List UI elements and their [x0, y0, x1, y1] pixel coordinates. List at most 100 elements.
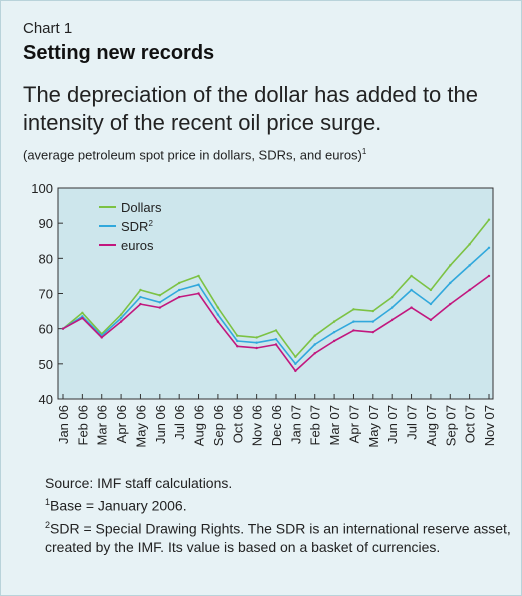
y-tick-label: 90 — [39, 216, 53, 231]
data-point — [236, 334, 239, 337]
footnote-1-mark: 1 — [45, 497, 51, 507]
y-tick-label: 50 — [39, 357, 53, 372]
x-tick-label: Jan 07 — [288, 405, 303, 444]
x-tick-label: May 06 — [133, 405, 148, 448]
x-tick-label: Nov 06 — [250, 405, 265, 446]
data-point — [274, 338, 278, 341]
source-note: Source: IMF staff calculations. — [45, 475, 233, 491]
x-tick-label: Jul 06 — [172, 405, 187, 440]
data-point — [61, 327, 65, 330]
x-tick-label: Apr 06 — [114, 405, 129, 443]
data-point — [158, 294, 162, 297]
data-point — [216, 313, 220, 316]
subtitle-footnote-mark: 1 — [361, 147, 367, 156]
x-tick-label: May 07 — [366, 405, 381, 448]
x-tick-label: Aug 06 — [192, 405, 207, 446]
footnotes: Source: IMF staff calculations. 1Base = … — [23, 474, 513, 557]
data-point — [81, 316, 84, 320]
data-point — [139, 295, 142, 299]
data-point — [390, 318, 394, 322]
data-point — [332, 320, 336, 323]
chart-headline: The depreciation of the dollar has added… — [23, 82, 478, 135]
data-point — [197, 274, 200, 278]
data-point — [468, 264, 471, 267]
data-point — [274, 329, 278, 332]
data-point — [177, 295, 181, 299]
x-tick-label: Aug 07 — [424, 405, 439, 446]
footnote-1-text: Base = January 2006. — [50, 497, 187, 514]
x-tick-label: Jan 06 — [56, 405, 71, 444]
chart-subtitle-text: (average petroleum spot price in dollars… — [23, 147, 362, 163]
y-tick-label: 40 — [39, 392, 53, 407]
data-point — [119, 316, 123, 320]
data-point — [81, 311, 84, 315]
x-tick-label: Jun 07 — [385, 405, 400, 444]
data-point — [390, 306, 394, 309]
data-point — [236, 345, 239, 348]
data-point — [197, 283, 200, 286]
line-chart: 40 50 60 70 80 90 100 Jan 06 Feb 06 Mar 06 Apr 06 M… — [31, 181, 497, 448]
data-point — [313, 352, 316, 355]
data-point — [119, 320, 123, 323]
chart-number: Chart 1 — [23, 20, 73, 37]
x-tick-label: Mar 06 — [95, 405, 110, 445]
data-point — [332, 330, 336, 334]
data-point — [294, 369, 297, 373]
data-point — [410, 274, 413, 278]
data-point — [410, 288, 413, 292]
y-tick-label: 60 — [39, 322, 53, 337]
footnote-2-mark: 2 — [45, 519, 51, 530]
legend-label: Dollars — [121, 200, 162, 215]
data-point — [177, 288, 181, 292]
data-point — [449, 302, 452, 306]
data-point — [390, 295, 394, 299]
data-point — [371, 330, 375, 334]
x-tick-label: Oct 06 — [230, 405, 245, 443]
data-point — [158, 306, 162, 309]
x-tick-label: Nov 07 — [482, 405, 497, 446]
data-point — [119, 313, 123, 316]
data-point — [371, 309, 375, 313]
chart-title: Setting new records — [23, 42, 215, 64]
data-point — [487, 246, 491, 249]
x-tick-label: Feb 06 — [75, 405, 90, 445]
data-point — [468, 243, 471, 246]
data-point — [371, 320, 375, 323]
data-point — [236, 339, 239, 343]
data-point — [139, 302, 142, 306]
data-point — [449, 281, 452, 285]
data-point — [255, 336, 258, 339]
data-point — [313, 343, 316, 346]
y-tick-label: 80 — [39, 251, 53, 266]
footnote-2-text: SDR = Special Drawing Rights. The SDR is… — [45, 520, 511, 556]
x-tick-label: Jul 07 — [405, 405, 420, 440]
y-tick-label: 70 — [39, 287, 53, 302]
data-point — [352, 308, 355, 311]
data-point — [487, 274, 491, 278]
x-tick-label: Apr 07 — [346, 405, 361, 443]
data-point — [158, 301, 162, 304]
legend-label: euros — [121, 238, 154, 253]
x-tick-label: Dec 06 — [269, 405, 284, 446]
data-point — [294, 355, 297, 358]
x-tick-label: Mar 07 — [327, 405, 342, 445]
data-point — [313, 334, 316, 337]
data-point — [177, 281, 181, 285]
x-tick-label: Feb 07 — [308, 405, 323, 445]
data-point — [274, 343, 278, 346]
data-point — [449, 264, 452, 267]
legend-label: SDR2 — [121, 219, 153, 234]
x-tick-label: Oct 07 — [463, 405, 478, 443]
data-point — [81, 315, 84, 318]
data-point — [352, 329, 355, 332]
data-point — [410, 306, 413, 309]
data-point — [139, 288, 142, 292]
data-point — [197, 292, 200, 295]
data-point — [216, 320, 220, 323]
data-point — [429, 302, 433, 306]
x-tick-label: Sep 06 — [211, 405, 226, 446]
data-point — [352, 320, 355, 323]
data-point — [255, 341, 258, 344]
data-point — [100, 336, 103, 339]
footnote-2: 2SDR = Special Drawing Rights. The SDR i… — [23, 516, 513, 558]
